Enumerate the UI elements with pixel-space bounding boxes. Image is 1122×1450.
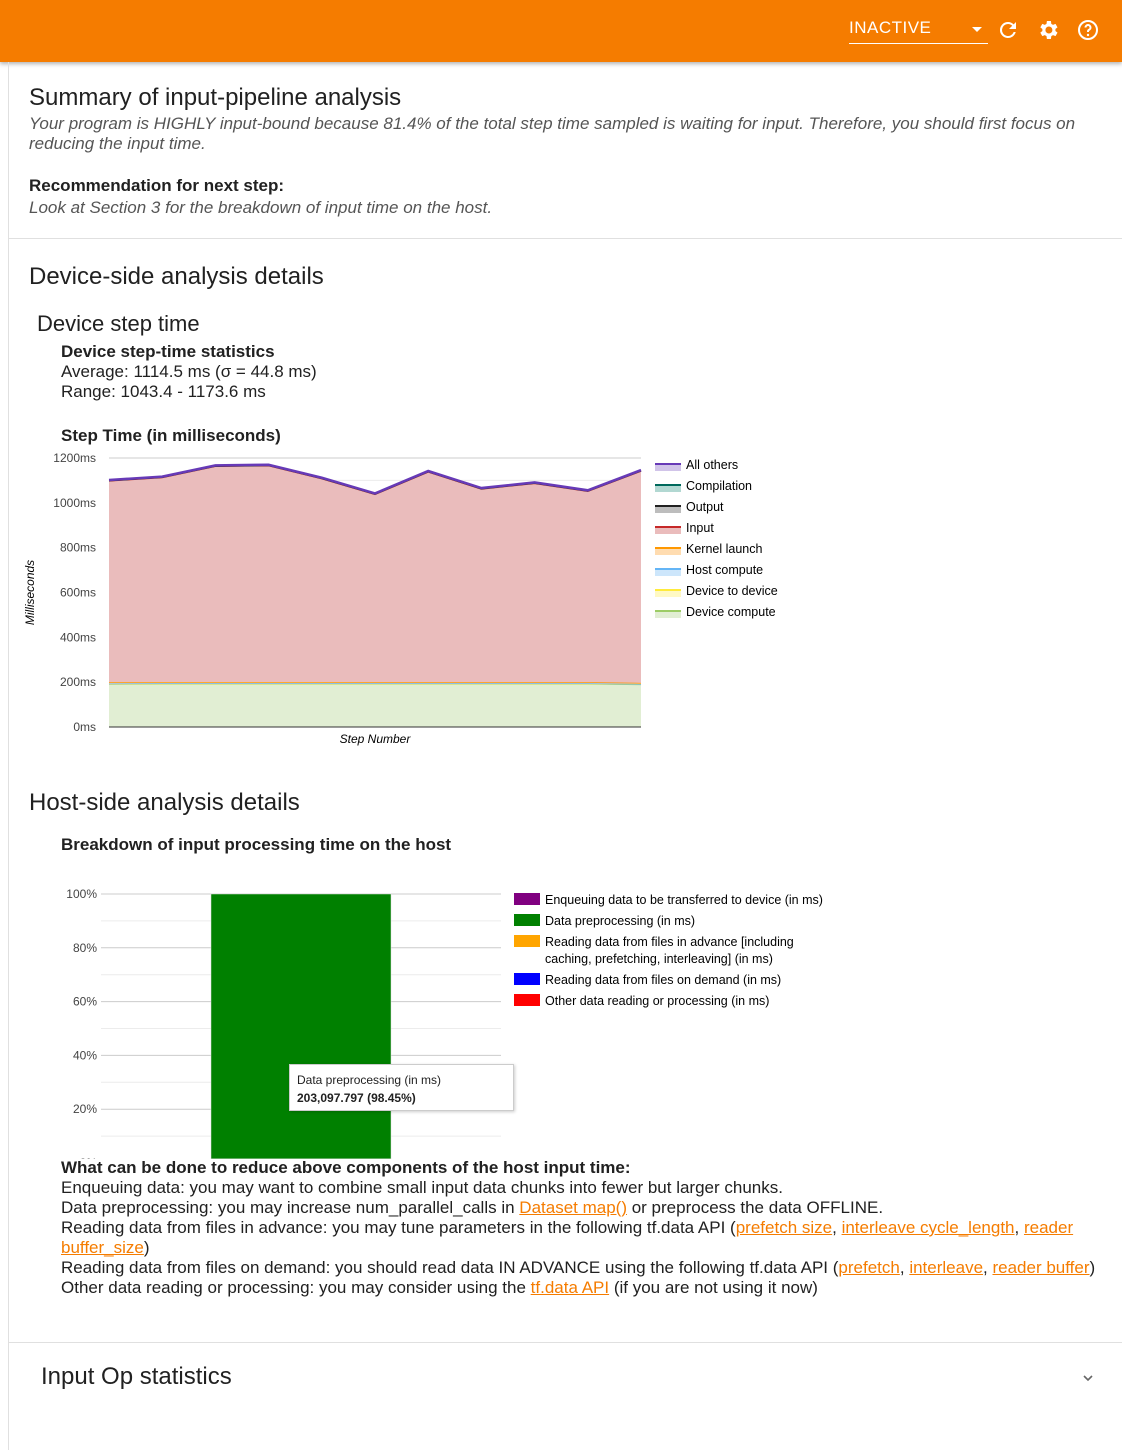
y-tick-label: 1200ms — [53, 451, 96, 465]
legend-label: Reading data from files in advance [incl… — [545, 935, 794, 949]
step-time-chart: 0ms 200ms 400ms 600ms 800ms 1000ms 1200ms Step … — [23, 451, 778, 746]
status-select-value: INACTIVE — [849, 18, 932, 37]
chart-tooltip: Data preprocessing (in ms) 203,097.797 (… — [289, 1064, 514, 1111]
help-icon[interactable] — [1076, 18, 1100, 42]
recommendation-text: Look at Section 3 for the breakdown of i… — [29, 198, 493, 217]
advice-title: What can be done to reduce above compone… — [61, 1158, 631, 1177]
top-bar: INACTIVE — [0, 0, 1122, 62]
legend-swatch — [655, 527, 681, 534]
summary-section: Summary of input-pipeline analysis Your … — [9, 62, 1122, 239]
advice-preprocessing: Data preprocessing: you may increase num… — [61, 1198, 884, 1217]
x-axis-label: Step Number — [340, 732, 412, 746]
legend-swatch — [514, 973, 540, 985]
line-all-others — [108, 463, 642, 495]
legend-label: Kernel launch — [686, 542, 762, 556]
host-chart-title: Breakdown of input processing time on th… — [61, 835, 452, 854]
legend-swatch — [655, 611, 681, 618]
legend-label: Device to device — [686, 584, 778, 598]
advice-read-advance: Reading data from files in advance: you … — [61, 1218, 1074, 1257]
legend-label: Compilation — [686, 479, 752, 493]
recommendation-label: Recommendation for next step: — [29, 176, 285, 195]
summary-title: Summary of input-pipeline analysis — [29, 84, 402, 111]
y-tick-label: 400ms — [60, 630, 96, 644]
legend-swatch — [514, 935, 540, 947]
stats-average: Average: 1114.5 ms (σ = 44.8 ms) — [61, 362, 317, 381]
legend-swatch — [655, 590, 681, 597]
input-op-title: Input Op statistics — [41, 1363, 232, 1390]
interleave-link[interactable]: interleave — [909, 1258, 984, 1277]
y-axis-label: Milliseconds — [23, 560, 37, 625]
y-tick-label: 80% — [73, 941, 97, 955]
y-tick-label: 40% — [73, 1048, 97, 1062]
device-subtitle: Device step time — [37, 311, 200, 336]
legend-label: Data preprocessing (in ms) — [545, 914, 695, 928]
y-tick-label: 600ms — [60, 586, 96, 600]
advice-read-demand: Reading data from files on demand: you s… — [61, 1258, 1096, 1277]
legend-label: Host compute — [686, 563, 763, 577]
legend-swatch — [655, 569, 681, 576]
dataset-map-link[interactable]: Dataset map() — [519, 1198, 627, 1217]
stats-title: Device step-time statistics — [61, 342, 275, 361]
host-title: Host-side analysis details — [29, 789, 300, 816]
legend-label: Device compute — [686, 605, 776, 619]
legend-swatch — [514, 994, 540, 1006]
y-tick-label: 200ms — [60, 675, 96, 689]
reader-buffer-size-link[interactable]: reader buffer_size — [61, 1218, 1074, 1257]
summary-text: Your program is HIGHLY input-bound becau… — [29, 114, 1076, 153]
reader-buffer-link[interactable]: reader buffer — [992, 1258, 1090, 1277]
legend-swatch — [655, 485, 681, 492]
host-advice: What can be done to reduce above compone… — [61, 1158, 1102, 1298]
advice-other: Other data reading or processing: you ma… — [61, 1278, 818, 1297]
bar-segment — [210, 893, 392, 1159]
prefetch-link[interactable]: prefetch — [838, 1258, 900, 1277]
y-tick-label: 1000ms — [53, 496, 96, 510]
tfdata-api-link[interactable]: tf.data API — [530, 1278, 610, 1297]
y-tick-label: 100% — [66, 887, 97, 901]
input-op-panel[interactable]: Input Op statistics — [9, 1343, 1122, 1423]
host-breakdown-chart: 0% 20% 40% 60% 80% 100% Enqueuing data to be t… — [66, 887, 823, 1159]
interleave-cycle-link[interactable]: interleave cycle_length — [841, 1218, 1015, 1237]
y-tick-label: 800ms — [60, 541, 96, 555]
status-select[interactable]: INACTIVE — [849, 18, 988, 44]
y-tick-label: 20% — [73, 1102, 97, 1116]
legend-swatch — [655, 548, 681, 555]
legend-label: Output — [686, 500, 724, 514]
step-chart-title: Step Time (in milliseconds) — [61, 426, 281, 445]
prefetch-size-link[interactable]: prefetch size — [735, 1218, 833, 1237]
legend-swatch — [514, 893, 540, 905]
legend-label: All others — [686, 458, 738, 472]
device-section: Device-side analysis details Device step… — [9, 239, 1122, 779]
expand-chevron-icon[interactable] — [1081, 1371, 1095, 1385]
tooltip-value: 203,097.797 (98.45%) — [297, 1091, 416, 1105]
legend-label-cont: caching, prefetching, interleaving] (in … — [545, 952, 773, 966]
host-section: Host-side analysis details Breakdown of … — [9, 779, 1122, 1343]
dropdown-arrow-icon — [972, 27, 982, 32]
advice-enqueue: Enqueuing data: you may want to combine … — [61, 1178, 783, 1197]
legend-label: Reading data from files on demand (in ms… — [545, 973, 781, 987]
legend-swatch — [514, 914, 540, 926]
stats-range: Range: 1043.4 - 1173.6 ms — [61, 382, 266, 401]
y-tick-label: 0% — [80, 1156, 98, 1159]
area-input — [109, 465, 641, 683]
legend-label: Other data reading or processing (in ms) — [545, 994, 769, 1008]
device-title: Device-side analysis details — [29, 263, 324, 290]
legend-swatch — [655, 464, 681, 471]
area-device-compute — [109, 683, 641, 727]
settings-icon[interactable] — [1036, 18, 1060, 42]
legend-label: Enqueuing data to be transferred to devi… — [545, 893, 823, 907]
legend-label: Input — [686, 521, 714, 535]
line-host-compute — [108, 682, 642, 685]
y-tick-label: 60% — [73, 995, 97, 1009]
y-tick-label: 0ms — [73, 720, 96, 734]
refresh-icon[interactable] — [996, 18, 1020, 42]
legend-swatch — [655, 506, 681, 513]
tooltip-label: Data preprocessing (in ms) — [297, 1073, 442, 1087]
